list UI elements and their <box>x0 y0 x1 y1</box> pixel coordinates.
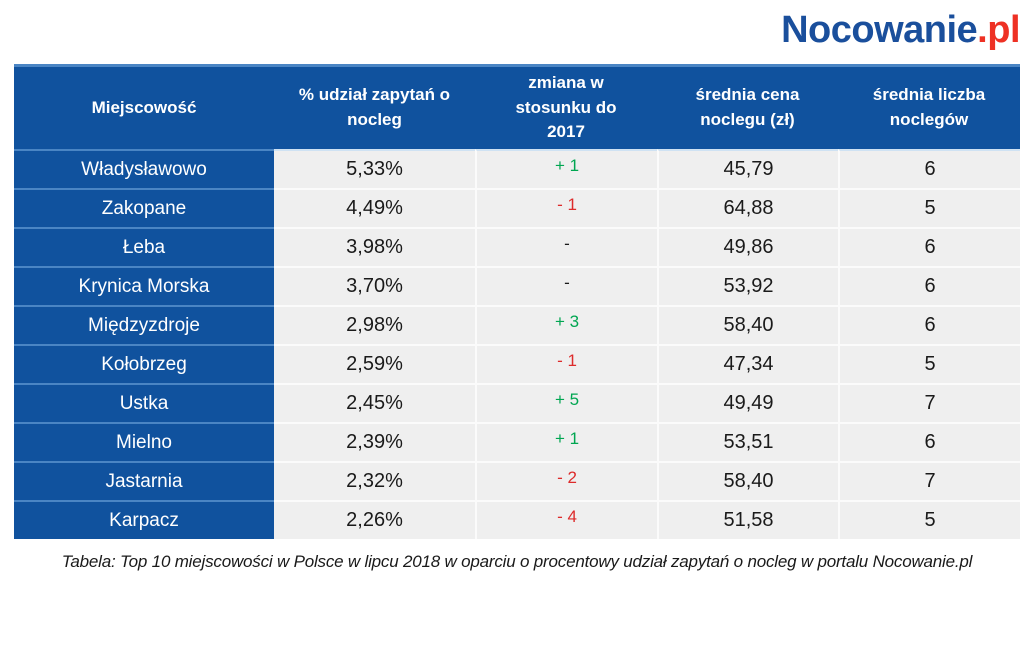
table-row: Ustka 2,45% + 5 49,49 7 <box>14 383 1020 422</box>
column-header-share: % udział zapytań o nocleg <box>274 67 475 149</box>
table-row: Mielno 2,39% + 1 53,51 6 <box>14 422 1020 461</box>
table-row: Władysławowo 5,33% + 1 45,79 6 <box>14 149 1020 188</box>
nights-cell: 5 <box>838 500 1020 539</box>
city-cell: Mielno <box>14 422 274 461</box>
change-cell: - 2 <box>475 461 657 500</box>
city-cell: Międzyzdroje <box>14 305 274 344</box>
table-row: Jastarnia 2,32% - 2 58,40 7 <box>14 461 1020 500</box>
table-caption: Tabela: Top 10 miejscowości w Polsce w l… <box>61 552 973 571</box>
column-header-nights: średnia liczba noclegów <box>838 67 1020 149</box>
nights-cell: 5 <box>838 344 1020 383</box>
nights-cell: 5 <box>838 188 1020 227</box>
city-cell: Ustka <box>14 383 274 422</box>
city-cell: Jastarnia <box>14 461 274 500</box>
price-cell: 49,49 <box>657 383 838 422</box>
table-row: Międzyzdroje 2,98% + 3 58,40 6 <box>14 305 1020 344</box>
nights-cell: 7 <box>838 461 1020 500</box>
top10-table: Miejscowość % udział zapytań o nocleg zm… <box>14 64 1020 539</box>
change-cell: - <box>475 266 657 305</box>
share-cell: 2,26% <box>274 500 475 539</box>
column-header-change: zmiana w stosunku do 2017 <box>475 67 657 149</box>
share-cell: 3,98% <box>274 227 475 266</box>
table-row: Krynica Morska 3,70% - 53,92 6 <box>14 266 1020 305</box>
share-cell: 2,59% <box>274 344 475 383</box>
price-cell: 53,51 <box>657 422 838 461</box>
price-cell: 64,88 <box>657 188 838 227</box>
change-cell: - 1 <box>475 344 657 383</box>
table-row: Łeba 3,98% - 49,86 6 <box>14 227 1020 266</box>
nocowanie-logo: Nocowanie.pl <box>781 8 1020 54</box>
city-cell: Kołobrzeg <box>14 344 274 383</box>
price-cell: 58,40 <box>657 305 838 344</box>
logo-text-suffix: .pl <box>977 9 1020 51</box>
city-cell: Władysławowo <box>14 149 274 188</box>
share-cell: 2,32% <box>274 461 475 500</box>
change-cell: - 1 <box>475 188 657 227</box>
change-cell: - 4 <box>475 500 657 539</box>
column-header-city: Miejscowość <box>14 67 274 149</box>
share-cell: 2,98% <box>274 305 475 344</box>
city-cell: Zakopane <box>14 188 274 227</box>
share-cell: 3,70% <box>274 266 475 305</box>
nights-cell: 6 <box>838 227 1020 266</box>
price-cell: 58,40 <box>657 461 838 500</box>
nights-cell: 6 <box>838 266 1020 305</box>
price-cell: 49,86 <box>657 227 838 266</box>
change-cell: + 5 <box>475 383 657 422</box>
nights-cell: 6 <box>838 422 1020 461</box>
table-header-row: Miejscowość % udział zapytań o nocleg zm… <box>14 67 1020 149</box>
change-cell: + 3 <box>475 305 657 344</box>
city-cell: Łeba <box>14 227 274 266</box>
city-cell: Karpacz <box>14 500 274 539</box>
nights-cell: 6 <box>838 149 1020 188</box>
price-cell: 53,92 <box>657 266 838 305</box>
change-cell: - <box>475 227 657 266</box>
table-row: Karpacz 2,26% - 4 51,58 5 <box>14 500 1020 539</box>
share-cell: 4,49% <box>274 188 475 227</box>
nights-cell: 6 <box>838 305 1020 344</box>
price-cell: 47,34 <box>657 344 838 383</box>
share-cell: 2,39% <box>274 422 475 461</box>
table-row: Kołobrzeg 2,59% - 1 47,34 5 <box>14 344 1020 383</box>
nights-cell: 7 <box>838 383 1020 422</box>
table-row: Zakopane 4,49% - 1 64,88 5 <box>14 188 1020 227</box>
share-cell: 2,45% <box>274 383 475 422</box>
price-cell: 45,79 <box>657 149 838 188</box>
change-cell: + 1 <box>475 422 657 461</box>
city-cell: Krynica Morska <box>14 266 274 305</box>
price-cell: 51,58 <box>657 500 838 539</box>
logo-text-main: Nocowanie <box>781 9 978 51</box>
share-cell: 5,33% <box>274 149 475 188</box>
column-header-price: średnia cena noclegu (zł) <box>657 67 838 149</box>
change-cell: + 1 <box>475 149 657 188</box>
